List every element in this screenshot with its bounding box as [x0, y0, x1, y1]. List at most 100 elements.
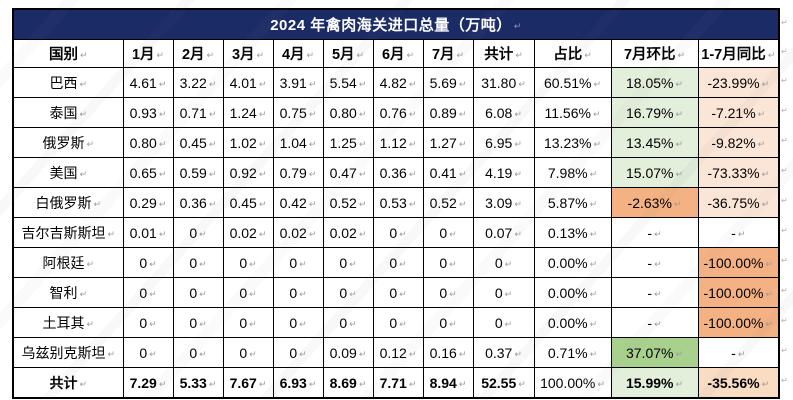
paragraph-mark-icon: ↵ [589, 168, 598, 179]
end-of-row-mark-icon: ↵ [781, 106, 788, 115]
paragraph-mark-icon: ↵ [208, 78, 217, 89]
month-value-cell: 0.02 ↵ [322, 217, 374, 248]
cell-value: 0 [239, 344, 248, 361]
cell-value: 4月 [281, 47, 305, 63]
paragraph-mark-icon: ↵ [79, 108, 88, 119]
table-row: 俄罗斯 ↵ 0.80 ↵ 0.45 ↵ 1.02 ↵ 1.04 ↵ 1.25 ↵ 1.12 ↵ 1.27 ↵ 6… [12, 127, 780, 158]
paragraph-mark-icon: ↵ [504, 288, 513, 299]
month-value-cell: 0.09 ↵ [322, 337, 374, 368]
yoy-change-cell: -100.00% ↵ [697, 277, 780, 308]
cell-value: 0 [289, 284, 298, 301]
end-of-row-mark-icon: ↵ [781, 316, 788, 325]
month-value-cell: 0 ↵ [422, 307, 474, 338]
end-of-row-mark-icon: ↵ [781, 346, 788, 355]
cell-value: 13.45% [625, 134, 674, 151]
cell-value: 0.12 [379, 344, 407, 361]
month-value-cell: 1.27 ↵ [422, 127, 474, 158]
paragraph-mark-icon: ↵ [737, 228, 746, 239]
total-cell: 6.95 ↵ [472, 127, 535, 158]
cell-value: 3.91 [279, 74, 307, 91]
table-title: 2024 年禽肉海关进口总量（万吨） ↵ [12, 8, 780, 40]
table-row: 吉尔吉斯斯坦 ↵ 0.01 ↵ 0 ↵ 0.02 ↵ 0.02 ↵ 0.02 ↵ 0 ↵ 0 ↵ 0.07 ↵ 0.… [12, 217, 780, 248]
month-value-cell: 0 ↵ [272, 277, 324, 308]
month-value-cell: 0 ↵ [222, 337, 274, 368]
total-cell: 0.37 ↵ [472, 337, 535, 368]
table-row: 泰国 ↵ 0.93 ↵ 0.71 ↵ 1.24 ↵ 0.75 ↵ 0.80 ↵ 0.76 ↵ 0.89 ↵ 6.… [12, 97, 780, 128]
month-value-cell: 0 ↵ [172, 307, 224, 338]
cell-value: 0 [339, 254, 348, 271]
total-cell: 0.07 ↵ [472, 217, 535, 248]
paragraph-mark-icon: ↵ [299, 288, 307, 299]
paragraph-mark-icon: ↵ [589, 318, 598, 329]
month-value-cell: 4.61 ↵ [122, 67, 174, 98]
column-header-2: 2月 ↵ [172, 39, 224, 68]
month-value-cell: 0 ↵ [222, 247, 274, 278]
paragraph-mark-icon: ↵ [258, 78, 267, 89]
cell-value: 0 [189, 314, 198, 331]
paragraph-mark-icon: ↵ [249, 288, 257, 299]
month-value-cell: 0.80 ↵ [122, 127, 174, 158]
total-cell: 31.80 ↵ [472, 67, 535, 98]
table-title-text: 2024 年禽肉海关进口总量（万吨） [270, 17, 512, 34]
column-header-5: 5月 ↵ [322, 39, 374, 68]
paragraph-mark-icon: ↵ [765, 258, 773, 269]
month-value-cell: 7.71 ↵ [372, 367, 424, 399]
column-header-1: 1月 ↵ [122, 39, 174, 68]
cell-value: 0.09 [329, 344, 357, 361]
cell-value: 0.75 [279, 104, 307, 121]
month-value-cell: 0 ↵ [272, 247, 324, 278]
cell-value: 0.93 [129, 104, 157, 121]
paragraph-mark-icon: ↵ [258, 138, 267, 149]
cell-value: -9.82% [711, 134, 756, 151]
cell-value: 0.45 [229, 194, 257, 211]
cell-value: 0 [389, 284, 398, 301]
mom-change-cell: - ↵ [610, 247, 699, 278]
paragraph-mark-icon: ↵ [589, 198, 598, 209]
end-of-row-mark-icon: ↵ [781, 47, 788, 56]
cell-value: -100.00% [703, 254, 764, 271]
country-cell: 巴西 ↵ [12, 67, 124, 98]
paragraph-mark-icon: ↵ [761, 78, 770, 89]
cell-value: 0 [239, 254, 248, 271]
mom-change-cell: - ↵ [610, 277, 699, 308]
paragraph-mark-icon: ↵ [675, 78, 684, 89]
cell-value: 6月 [381, 47, 405, 63]
cell-value: 0.65 [129, 164, 157, 181]
paragraph-mark-icon: ↵ [358, 378, 367, 389]
month-value-cell: 0.89 ↵ [422, 97, 474, 128]
cell-value: 8.94 [429, 374, 457, 391]
total-cell: 52.55 ↵ [472, 367, 535, 399]
month-value-cell: 1.02 ↵ [222, 127, 274, 158]
end-of-row-mark-icon: ↵ [781, 286, 788, 295]
paragraph-mark-icon: ↵ [299, 348, 307, 359]
month-value-cell: 0 ↵ [172, 277, 224, 308]
country-cell: 白俄罗斯 ↵ [12, 187, 124, 218]
cell-value: 5月 [331, 47, 355, 63]
yoy-change-cell: -35.56% ↵ [697, 367, 780, 399]
table-row: 土耳其 ↵ 0 ↵ 0 ↵ 0 ↵ 0 ↵ 0 ↵ 0 ↵ 0 ↵ 0 ↵ 0.00% ↵ - ↵ -100.00% ↵ [12, 307, 780, 338]
paragraph-mark-icon: ↵ [358, 138, 367, 149]
cell-value: 0.71% [547, 344, 588, 361]
cell-value: 阿根廷 [42, 254, 85, 271]
cell-value: 0 [494, 314, 503, 331]
cell-value: 15.99% [625, 374, 674, 391]
paragraph-mark-icon: ↵ [408, 138, 417, 149]
paragraph-mark-icon: ↵ [458, 348, 467, 359]
table-header-row: 国别 ↵ 1月 ↵ 2月 ↵ 3月 ↵ 4月 ↵ 5月 ↵ 6月 ↵ 7月 ↵ 共计 ↵ 占比 ↵ 7月环比 ↵ 1-7月同… [12, 39, 780, 68]
cell-value: 美国 [49, 164, 78, 181]
cell-value: 共计 [484, 47, 514, 63]
paragraph-mark-icon: ↵ [356, 50, 365, 60]
paragraph-mark-icon: ↵ [399, 318, 407, 329]
paragraph-mark-icon: ↵ [308, 78, 317, 89]
mom-change-cell: -2.63% ↵ [610, 187, 699, 218]
paragraph-mark-icon: ↵ [408, 348, 417, 359]
month-value-cell: 0.36 ↵ [372, 157, 424, 188]
month-value-cell: 0.12 ↵ [372, 337, 424, 368]
end-of-row-mark-icon: ↵ [781, 76, 788, 85]
cell-value: 0 [139, 344, 148, 361]
end-of-row-mark-icon: ↵ [781, 376, 788, 385]
paragraph-mark-icon: ↵ [514, 108, 522, 119]
paragraph-mark-icon: ↵ [158, 138, 167, 149]
end-of-row-mark-icon: ↵ [781, 166, 788, 175]
mom-change-cell: - ↵ [610, 307, 699, 338]
